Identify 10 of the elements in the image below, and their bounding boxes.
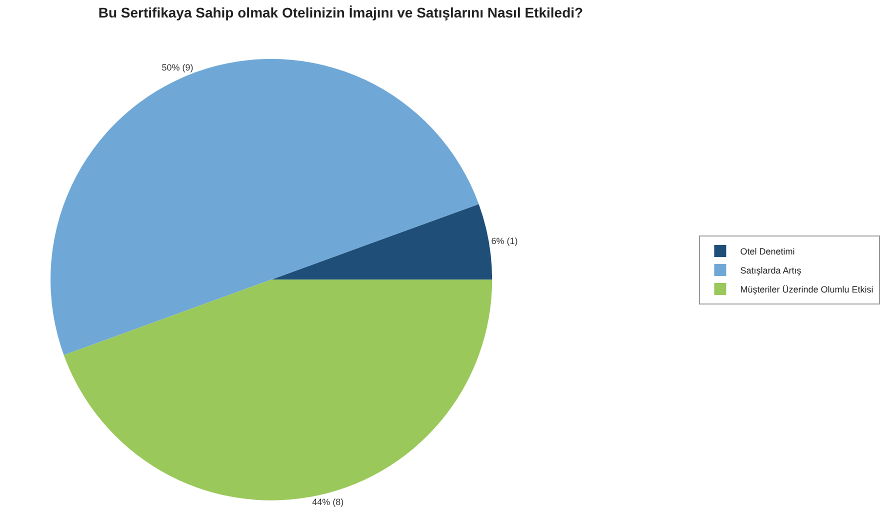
data-label: 6% (1) <box>491 236 518 246</box>
chart-title: Bu Sertifikaya Sahip olmak Otelinizin İmajını ve Satışlarını Nasıl Etkiledi? <box>98 4 584 21</box>
legend-label: Müşteriler Üzerinde Olumlu Etkisi <box>740 284 874 295</box>
legend-label: Satışlarda Artış <box>740 266 802 276</box>
data-label: 50% (9) <box>162 62 194 73</box>
pie-slice <box>50 58 479 356</box>
legend-label: Otel Denetimi <box>740 246 795 257</box>
pie-slice <box>64 280 492 500</box>
pie-slice <box>271 204 492 280</box>
data-label: 44% (8) <box>312 496 344 507</box>
